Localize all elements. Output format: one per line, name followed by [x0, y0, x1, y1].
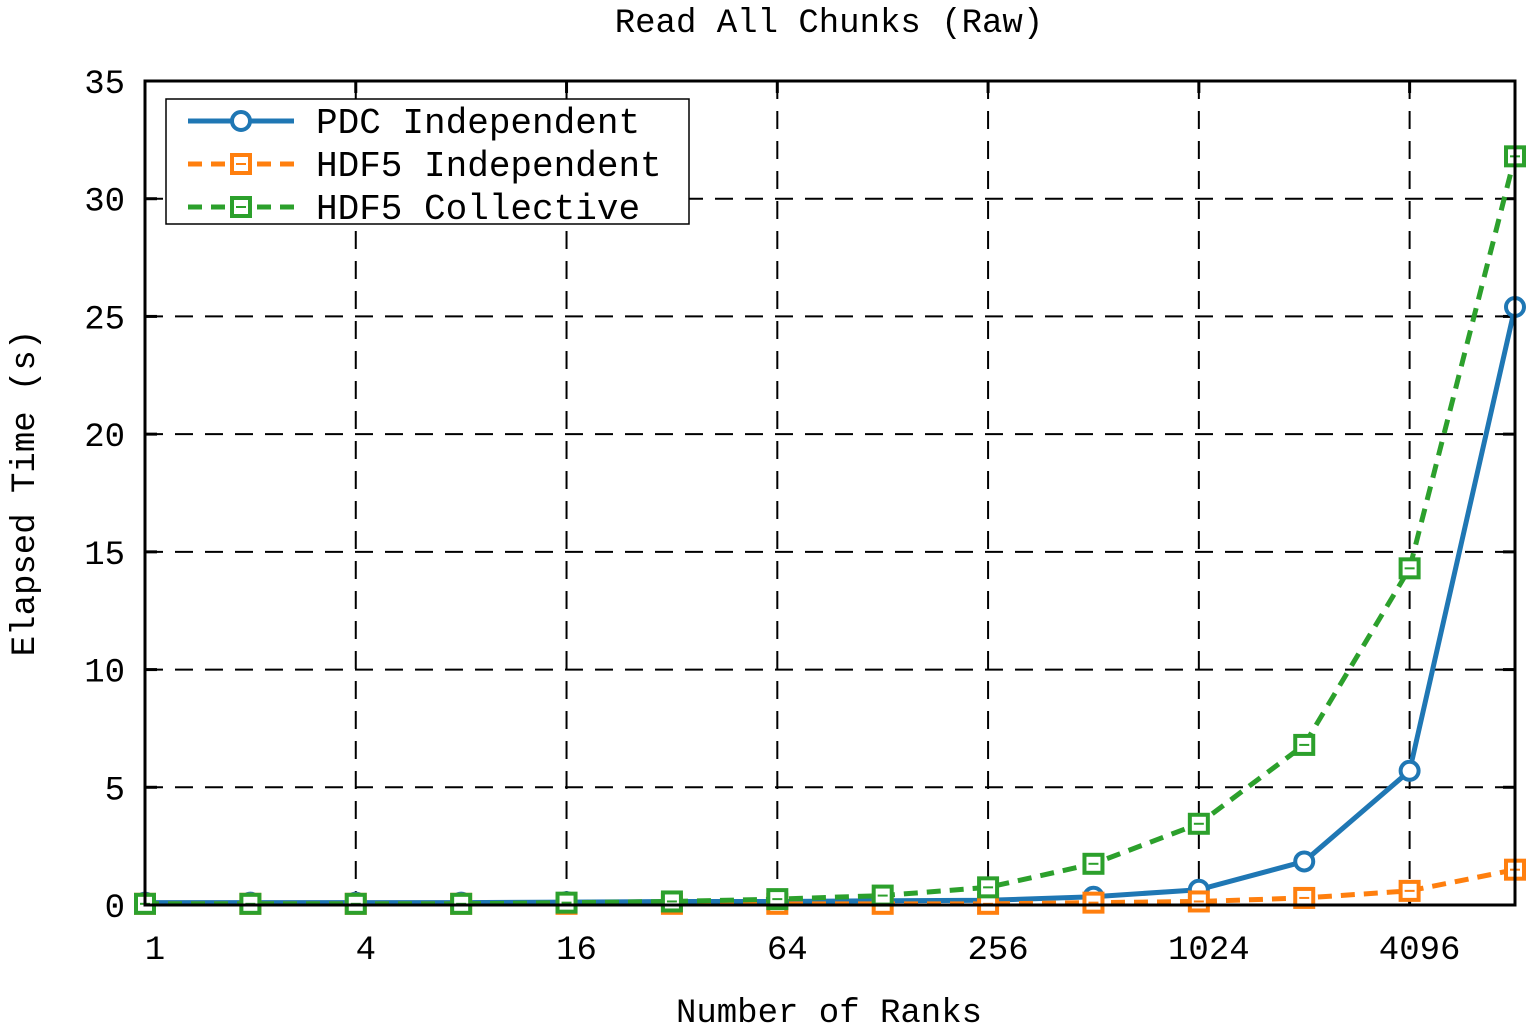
- y-tick-label: 15: [84, 537, 125, 575]
- y-tick-label: 10: [84, 655, 125, 693]
- x-tick-label: 4: [356, 932, 376, 970]
- plot-area: [134, 145, 1526, 915]
- y-tick-label: 25: [84, 301, 125, 339]
- y-tick-label: 35: [84, 66, 125, 104]
- legend-label-2: HDF5 Collective: [316, 189, 640, 230]
- y-tick-label: 20: [84, 419, 125, 457]
- data-point-0: [1398, 759, 1421, 782]
- legend-marker-0: [230, 110, 252, 132]
- plot-frame: [143, 79, 1517, 907]
- legend-label-1: HDF5 Independent: [316, 146, 662, 187]
- chart-title: Read All Chunks (Raw): [615, 5, 1043, 43]
- x-tick-label: 4096: [1379, 932, 1461, 970]
- x-tick-label: 256: [967, 932, 1028, 970]
- y-axis-label: Elapsed Time (s): [7, 330, 45, 656]
- x-axis-label: Number of Ranks: [676, 995, 982, 1027]
- y-tick-label: 5: [105, 772, 125, 810]
- x-tick-label: 16: [556, 932, 597, 970]
- series-line-2: [145, 155, 1518, 907]
- x-tick-label: 64: [767, 932, 808, 970]
- y-tick-label: 0: [105, 890, 125, 928]
- legend-label-0: PDC Independent: [316, 103, 640, 144]
- y-tick-label: 30: [84, 184, 125, 222]
- x-tick-label: 1024: [1168, 932, 1250, 970]
- series-line-0: [145, 306, 1518, 906]
- data-point-0: [1293, 850, 1316, 873]
- axis-ticks: 0 5 10 15 20 25 30 35 1 4 16 64 256 1024 4096: [84, 66, 1515, 970]
- x-tick-label: 1: [145, 932, 165, 970]
